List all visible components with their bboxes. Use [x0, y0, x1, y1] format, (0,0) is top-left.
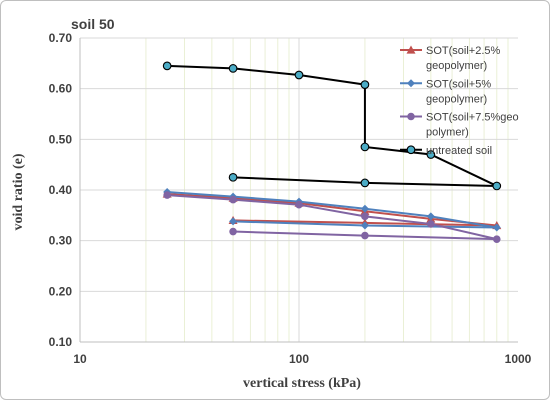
data-point: [492, 181, 502, 191]
data-point: [427, 220, 435, 228]
data-point: [228, 172, 238, 182]
legend: SOT(soil+2.5% geopolymer) SOT(soil+5% geopo…: [400, 45, 519, 157]
data-point: [361, 231, 369, 240]
y-tick-label: 0.70: [49, 31, 73, 45]
legend-label: SOT(soil+7.5%geo: [426, 112, 519, 124]
tick-labels: 0.10 0.20 0.30 0.40 0.50 0.60 0.70 10 100 1000: [49, 31, 532, 366]
legend-swatch-marker: [406, 145, 416, 155]
legend-label: geopolymer): [426, 60, 487, 72]
legend-swatch-marker: [407, 79, 415, 88]
y-tick-label: 0.10: [49, 335, 73, 349]
legend-swatch-marker: [407, 112, 415, 121]
data-point: [492, 223, 501, 232]
data-point: [360, 178, 370, 188]
data-point: [360, 204, 369, 213]
data-point: [295, 200, 303, 209]
axes: [79, 38, 518, 343]
legend-label: geopolymer): [426, 93, 487, 105]
data-point: [361, 212, 369, 221]
data-point: [294, 70, 304, 80]
y-tick-label: 0.40: [49, 183, 73, 197]
data-point: [162, 61, 172, 71]
data-point: [426, 212, 435, 221]
series-line: [167, 193, 497, 227]
data-point: [229, 217, 238, 226]
x-tick-label: 1000: [505, 352, 532, 366]
x-tick-label: 100: [289, 352, 309, 366]
series-line: [167, 194, 498, 241]
legend-label: SOT(soil+2.5%: [426, 45, 500, 57]
data-point: [492, 235, 501, 243]
data-point: [228, 64, 238, 73]
y-tick-label: 0.30: [49, 234, 73, 248]
chart-title: soil 50: [71, 16, 115, 32]
data-point: [360, 142, 370, 152]
series-4: [162, 61, 502, 191]
y-tick-label: 0.20: [49, 284, 73, 298]
series-line: [167, 191, 497, 229]
y-tick-label: 0.60: [49, 82, 73, 96]
y-axis-label: void ratio (e): [11, 153, 26, 230]
series-3: [163, 191, 501, 243]
legend-label: SOT(soil+5%: [426, 78, 491, 90]
data-point: [360, 80, 370, 89]
legend-label: untreated soil: [426, 145, 492, 157]
series-layer: [162, 61, 502, 243]
legend-swatch-marker: [406, 45, 416, 54]
y-tick-label: 0.50: [49, 132, 73, 146]
data-point: [229, 227, 237, 236]
x-axis-label: vertical stress (kPa): [243, 376, 361, 391]
data-point: [229, 195, 237, 204]
data-point: [163, 191, 171, 199]
data-point: [360, 221, 369, 230]
legend-label: polymer): [426, 127, 469, 139]
data-point: [426, 150, 436, 159]
x-tick-label: 10: [73, 352, 87, 366]
